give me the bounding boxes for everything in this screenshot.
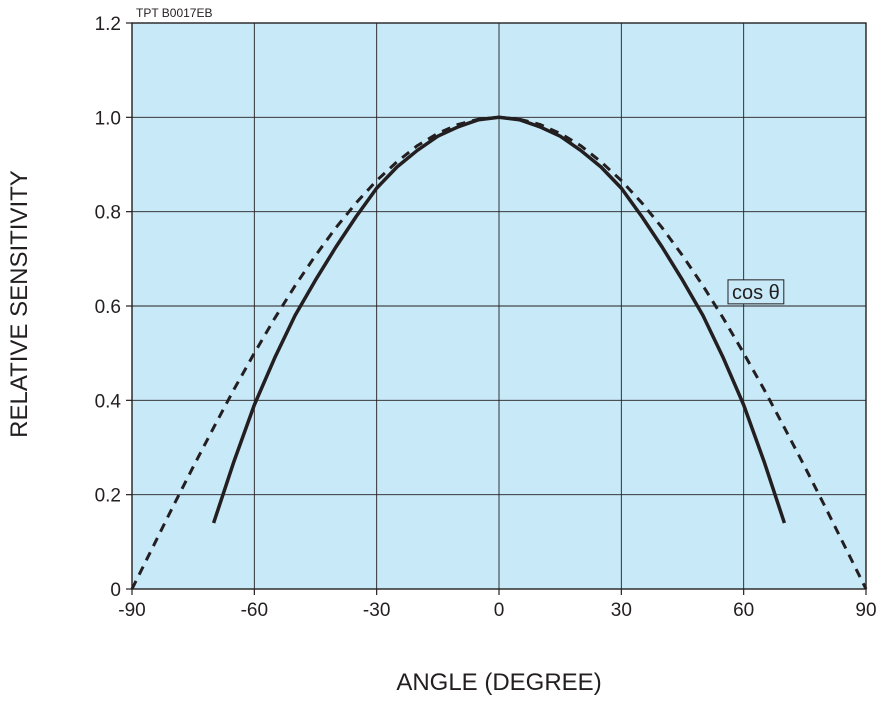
x-axis-title: ANGLE (DEGREE) [396,669,601,696]
y-tick-label: 1.0 [95,108,121,129]
tick-labels: -90 -60 -30 0 30 60 90 0 0.2 0.4 0.6 0.8 1.0 1.2 [95,14,877,621]
x-tick-label: -90 [118,600,145,621]
x-tick-label: -30 [363,600,390,621]
cos-theta-label-box [727,279,785,305]
y-axis-title: RELATIVE SENSITIVITY [6,170,33,438]
x-tick-label: -60 [241,600,268,621]
y-tick-label: 0.4 [95,391,122,412]
cos-theta-label: cos θ [732,282,780,304]
annotation-layer: cos θ [727,279,785,305]
x-tick-label: 60 [733,600,754,621]
y-tick-label: 1.2 [95,14,121,35]
x-tick-label: 90 [855,600,876,621]
x-tick-label: 30 [611,600,632,621]
y-tick-label: 0 [110,580,121,601]
x-tick-label: 0 [494,600,505,621]
y-tick-label: 0.2 [95,486,121,507]
y-tick-label: 0.6 [95,297,121,318]
plot-frame [131,22,867,590]
figure-code-label: TPT B0017EB [136,6,213,20]
measured-sensitivity-series [211,115,787,524]
series-layer [130,115,868,590]
y-tick-label: 0.8 [95,203,121,224]
